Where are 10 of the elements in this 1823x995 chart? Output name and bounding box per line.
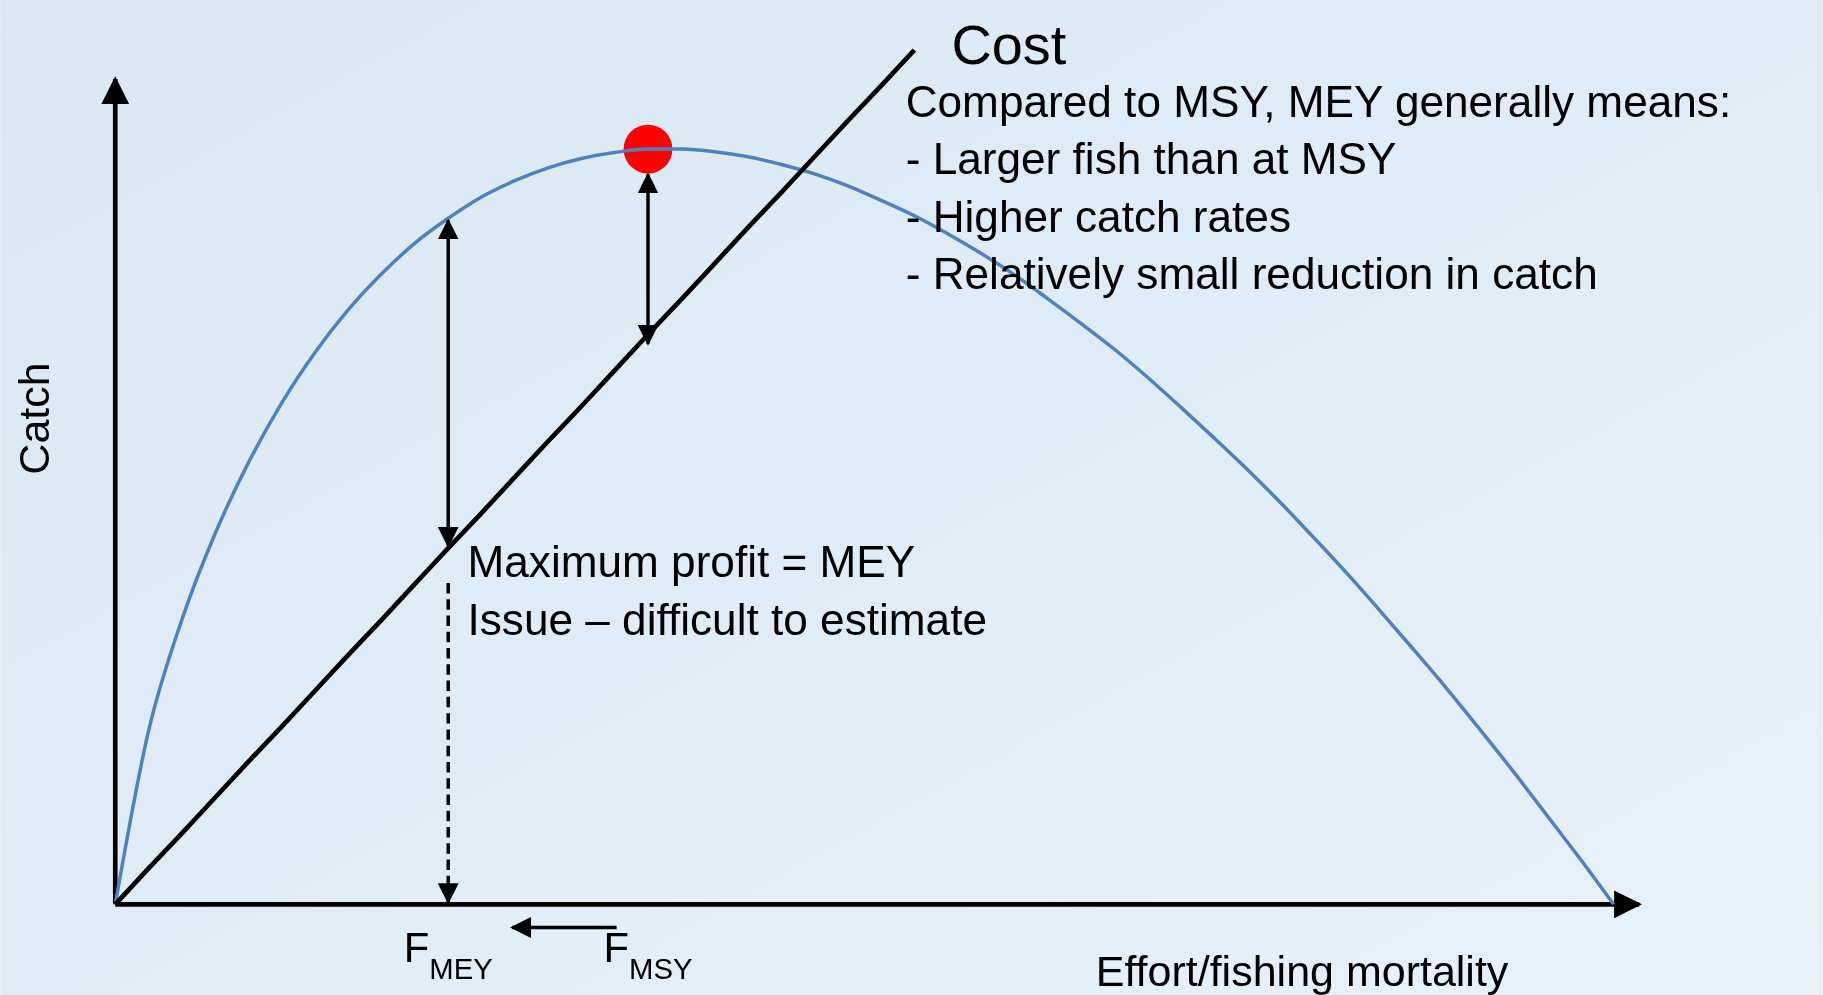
annotation: Compared to MSY, MEY generally means: — [905, 77, 1732, 127]
annotation: Issue – difficult to estimate — [467, 594, 987, 644]
x-tick-label: F$_{MEY}$ — [403, 924, 493, 985]
annotation: - Higher catch rates — [905, 192, 1291, 242]
x-axis-title: Effort/fishing mortality — [1095, 946, 1509, 995]
annotation: Maximum profit = MEY — [467, 536, 916, 586]
x-tick-label: F$_{MSY}$ — [603, 924, 693, 985]
y-axis-title: Catch — [10, 362, 59, 475]
annotation: - Larger fish than at MSY — [905, 134, 1397, 184]
series-label: Cost — [951, 12, 1067, 76]
